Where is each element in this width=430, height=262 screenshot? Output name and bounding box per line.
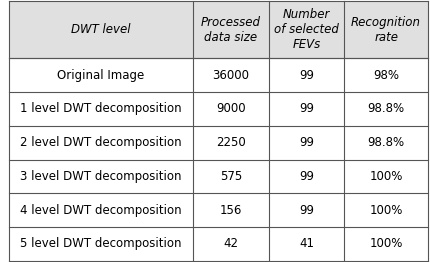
Text: Recognition
rate: Recognition rate	[350, 16, 420, 44]
Text: Number
of selected
FEVs: Number of selected FEVs	[273, 8, 338, 51]
Text: 99: 99	[298, 102, 313, 116]
Bar	[9, 58, 427, 92]
Text: 99: 99	[298, 204, 313, 217]
Text: DWT level: DWT level	[71, 23, 130, 36]
Text: 98%: 98%	[372, 69, 398, 82]
Text: 575: 575	[219, 170, 242, 183]
Text: Original Image: Original Image	[57, 69, 144, 82]
Text: 98.8%: 98.8%	[367, 102, 404, 116]
Text: 100%: 100%	[369, 204, 402, 217]
Text: 100%: 100%	[369, 237, 402, 250]
Text: 4 level DWT decomposition: 4 level DWT decomposition	[20, 204, 181, 217]
Text: 99: 99	[298, 170, 313, 183]
Bar	[9, 160, 427, 193]
Text: 2 level DWT decomposition: 2 level DWT decomposition	[20, 136, 181, 149]
Text: 1 level DWT decomposition: 1 level DWT decomposition	[20, 102, 181, 116]
Bar	[9, 193, 427, 227]
Bar	[9, 227, 427, 261]
Text: 156: 156	[219, 204, 242, 217]
Text: 42: 42	[223, 237, 238, 250]
Bar	[9, 92, 427, 126]
Text: 2250: 2250	[215, 136, 245, 149]
Text: 98.8%: 98.8%	[367, 136, 404, 149]
Text: 9000: 9000	[215, 102, 245, 116]
Text: 5 level DWT decomposition: 5 level DWT decomposition	[20, 237, 181, 250]
Bar	[9, 1, 427, 58]
Text: 100%: 100%	[369, 170, 402, 183]
Text: Processed
data size: Processed data size	[200, 16, 260, 44]
Text: 99: 99	[298, 136, 313, 149]
Text: 36000: 36000	[212, 69, 249, 82]
Bar	[9, 126, 427, 160]
Text: 3 level DWT decomposition: 3 level DWT decomposition	[20, 170, 181, 183]
Text: 41: 41	[298, 237, 313, 250]
Text: 99: 99	[298, 69, 313, 82]
